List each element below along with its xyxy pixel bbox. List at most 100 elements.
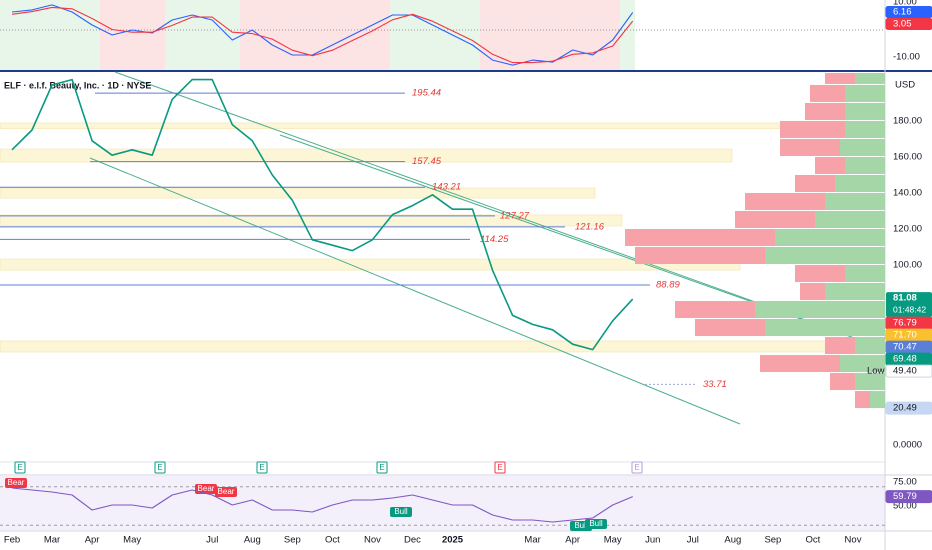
x-tick-label: Aug [244,535,261,546]
earnings-label: E [259,463,264,472]
x-tick-label: Sep [284,535,301,546]
level-label: 143.21 [432,182,461,193]
signal-label: Bull [394,507,408,516]
volume-down [815,156,845,174]
x-tick-label: Jul [687,535,699,546]
y-tick-label: 50.00 [893,501,917,512]
x-tick-label: Jun [645,535,660,546]
volume-up [815,210,885,229]
volume-up [765,247,885,265]
price-badge [886,292,932,318]
x-tick-label: Oct [806,535,821,546]
earnings-marker [494,461,506,474]
volume-down [825,337,855,355]
x-tick-label: Oct [325,535,340,546]
volume-down [795,265,845,283]
price-badge-label: 71.70 [893,330,917,341]
volume-down [825,73,855,84]
price-zone [0,148,733,163]
price-badge-label: 6.16 [893,7,912,18]
y-tick-label: 10.00 [893,0,917,7]
x-tick-label: Nov [845,535,862,546]
y-tick-label: -10.00 [893,52,920,63]
x-tick-label: Nov [364,535,381,546]
x-tick-label: 2025 [442,535,464,546]
price-badge-name: Low [867,366,885,377]
x-tick-label: Jul [206,535,218,546]
volume-down [745,192,825,210]
y-tick-label: 100.00 [893,260,922,271]
series-line [11,6,634,64]
price-badge [885,401,932,415]
x-tick-label: Dec [404,535,421,546]
signal-label: Bull [589,519,603,528]
level-label: 121.16 [575,221,605,232]
volume-up [870,391,885,409]
x-tick-label: Mar [44,535,60,546]
volume-down [735,210,815,229]
volume-up [855,373,885,391]
earnings-label: E [379,463,384,472]
volume-up [845,84,885,102]
price-zone [0,187,596,199]
level-label: 195.44 [412,88,441,99]
price-zone [0,122,811,129]
volume-up [765,319,885,337]
x-tick-label: May [123,535,141,546]
x-tick-label: Aug [724,535,741,546]
volume-up [845,102,885,120]
earnings-marker [256,461,268,474]
price-zone [0,340,886,353]
volume-up [775,229,885,247]
x-tick-label: May [604,535,622,546]
price-badge-label: 49.40 [893,366,917,377]
volume-down [675,301,755,319]
y-tick-label: 0.0000 [893,440,922,451]
earnings-marker [14,461,26,474]
signal-label: Bear [198,484,215,493]
signal-badge [195,484,217,494]
x-tick-label: Mar [524,535,540,546]
signal-badge [5,478,27,488]
y-tick-label: 140.00 [893,188,922,199]
volume-down [800,283,825,301]
volume-down [760,355,840,373]
countdown: 01:48:42 [893,304,926,314]
earnings-marker [154,461,166,474]
price-badge-label: 69.48 [893,354,917,365]
volume-up [840,355,885,373]
volume-up [845,265,885,283]
price-zone [0,258,741,271]
y-tick-label: 120.00 [893,224,922,235]
zones [0,122,886,353]
x-tick-label: Feb [4,535,20,546]
signal-badge [585,519,607,529]
level-label: 33.71 [703,379,727,390]
earnings-label: E [497,463,502,472]
volume-up [855,73,885,84]
volume-down [635,247,765,265]
signal-label: Bear [8,478,25,487]
price-badge [885,18,932,30]
level-label: 157.45 [412,156,442,167]
price-badge [885,490,932,504]
volume-down [805,102,845,120]
volume-up [755,301,885,319]
volume-up [825,283,885,301]
y-tick-label: 160.00 [893,151,922,162]
earnings-label: E [17,463,22,472]
y-tick-label: 75.00 [893,477,917,488]
price-badge-label: 3.05 [893,19,912,30]
price-zone [0,214,623,227]
signal-label: Bull [574,521,588,530]
symbol-title: ELF · e.l.f. Beauty, Inc. · 1D · NYSE [4,80,151,90]
volume-down [855,391,870,409]
volume-down [780,138,840,156]
x-tick-label: Sep [764,535,781,546]
y-tick-label: 180.00 [893,115,922,126]
x-tick-label: Apr [85,535,100,546]
series-line [11,487,633,523]
axis-unit: USD [895,80,915,91]
price-badge [885,364,932,378]
